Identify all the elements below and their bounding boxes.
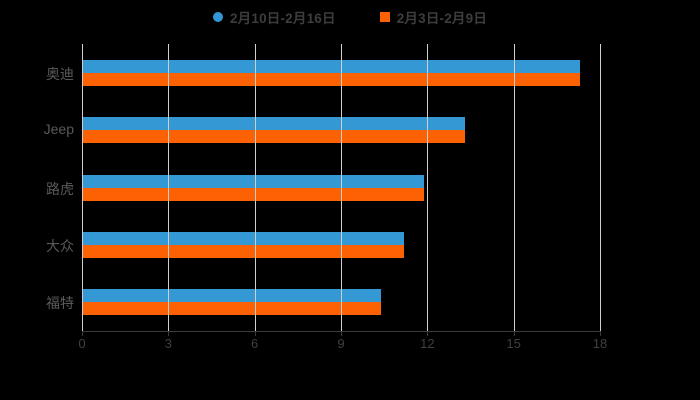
x-axis-tick-mark — [513, 331, 515, 336]
legend-label-series-1: 2月3日-2月9日 — [396, 11, 488, 26]
x-axis-tick-label: 3 — [164, 336, 172, 351]
bar-group — [82, 59, 600, 86]
y-axis-category-label: Jeep — [43, 121, 74, 138]
gridline — [254, 44, 256, 331]
gridline — [168, 44, 170, 331]
gridline — [513, 44, 515, 331]
x-axis-tick-mark — [82, 331, 83, 336]
legend-marker-circle-icon — [212, 12, 223, 22]
legend-item-series-1[interactable]: 2月3日-2月9日 — [379, 7, 488, 27]
legend-item-series-0[interactable]: 2月10日-2月16日 — [212, 7, 336, 27]
bar-group — [82, 231, 600, 258]
bar-series-1[interactable] — [82, 244, 405, 258]
x-axis-tick-mark — [600, 331, 601, 336]
y-axis-category-label: 大众 — [46, 237, 74, 254]
x-axis-tick-mark — [341, 331, 342, 336]
bar-series-1[interactable] — [82, 302, 382, 316]
y-axis-category-label: 奥迪 — [46, 65, 74, 82]
bar-series-0[interactable] — [82, 59, 580, 73]
gridline — [600, 44, 601, 331]
bar-series-0[interactable] — [82, 289, 382, 303]
bar-series-1[interactable] — [82, 187, 425, 201]
bar-series-0[interactable] — [82, 231, 405, 245]
gridline — [341, 44, 342, 331]
x-axis-tick-label: 6 — [251, 336, 259, 351]
bar-group — [82, 289, 600, 316]
bar-series-1[interactable] — [82, 130, 465, 144]
y-axis-category-label: 路虎 — [46, 180, 74, 197]
x-axis-tick-label: 18 — [592, 336, 608, 351]
x-axis-tick-mark — [427, 331, 429, 336]
bar-series-0[interactable] — [82, 117, 465, 131]
x-axis-tick-label: 0 — [78, 336, 86, 351]
y-axis-line — [82, 44, 83, 331]
gridline — [427, 44, 429, 331]
chart-legend: 2月10日-2月16日 2月3日-2月9日 — [0, 6, 700, 28]
x-axis-tick-mark — [168, 331, 170, 336]
y-axis-category-label: 福特 — [46, 295, 74, 312]
legend-label-series-0: 2月10日-2月16日 — [229, 11, 336, 26]
x-axis-tick-mark — [254, 331, 256, 336]
legend-marker-square-icon — [379, 12, 390, 22]
bar-group — [82, 174, 600, 201]
bar-series-1[interactable] — [82, 72, 580, 86]
bar-group — [82, 117, 600, 144]
x-axis-tick-label: 12 — [420, 336, 435, 351]
bar-series-0[interactable] — [82, 174, 425, 188]
x-axis-tick-label: 15 — [506, 336, 521, 351]
plot-area — [82, 44, 601, 331]
x-axis-tick-label: 9 — [337, 336, 345, 351]
